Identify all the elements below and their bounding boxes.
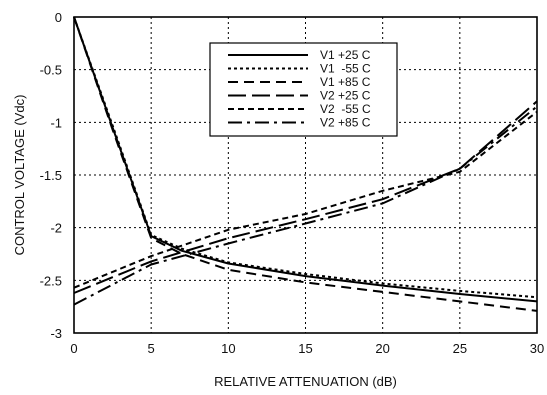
x-tick-label: 25 bbox=[453, 341, 467, 356]
y-axis-title: CONTROL VOLTAGE (Vdc) bbox=[12, 95, 27, 256]
y-tick-label: -1.5 bbox=[40, 168, 62, 183]
plot-frame bbox=[73, 16, 538, 334]
y-tick-label: -2.5 bbox=[40, 273, 62, 288]
x-tick-label: 10 bbox=[221, 341, 235, 356]
y-tick-label: 0 bbox=[55, 10, 62, 25]
series-line-4 bbox=[73, 100, 538, 294]
series-line-1 bbox=[73, 16, 538, 303]
x-tick-label: 0 bbox=[70, 341, 77, 356]
legend-box bbox=[209, 42, 398, 137]
legend-label: V2 -55 C bbox=[320, 102, 371, 116]
y-tick-label: -2 bbox=[50, 221, 62, 236]
legend-label: V1 +25 C bbox=[320, 48, 371, 62]
y-tick-label: -1 bbox=[50, 115, 62, 130]
series-layer bbox=[73, 16, 538, 312]
legend-label: V1 +85 C bbox=[320, 75, 371, 89]
series-line-5 bbox=[73, 111, 538, 289]
x-tick-label: 30 bbox=[530, 341, 544, 356]
legend-label: V2 +25 C bbox=[320, 89, 371, 103]
y-tick-label: -0.5 bbox=[40, 63, 62, 78]
x-axis-title: RELATIVE ATTENUATION (dB) bbox=[214, 374, 397, 389]
legend: V1 +25 CV1 -55 CV1 +85 CV2 +25 CV2 -55 C… bbox=[209, 42, 398, 137]
series-line-2 bbox=[73, 16, 538, 299]
tick-labels: 0 5 10 15 20 25 30 0 -0.5 -1 -1.5 -2 -2.5 -3 bbox=[40, 10, 545, 356]
legend-label: V1 -55 C bbox=[320, 62, 371, 76]
x-tick-label: 5 bbox=[148, 341, 155, 356]
legend-label: V2 +85 C bbox=[320, 116, 371, 130]
x-tick-label: 15 bbox=[298, 341, 312, 356]
series-line-6 bbox=[73, 105, 538, 306]
x-tick-label: 20 bbox=[375, 341, 389, 356]
y-tick-label: -3 bbox=[50, 326, 62, 341]
